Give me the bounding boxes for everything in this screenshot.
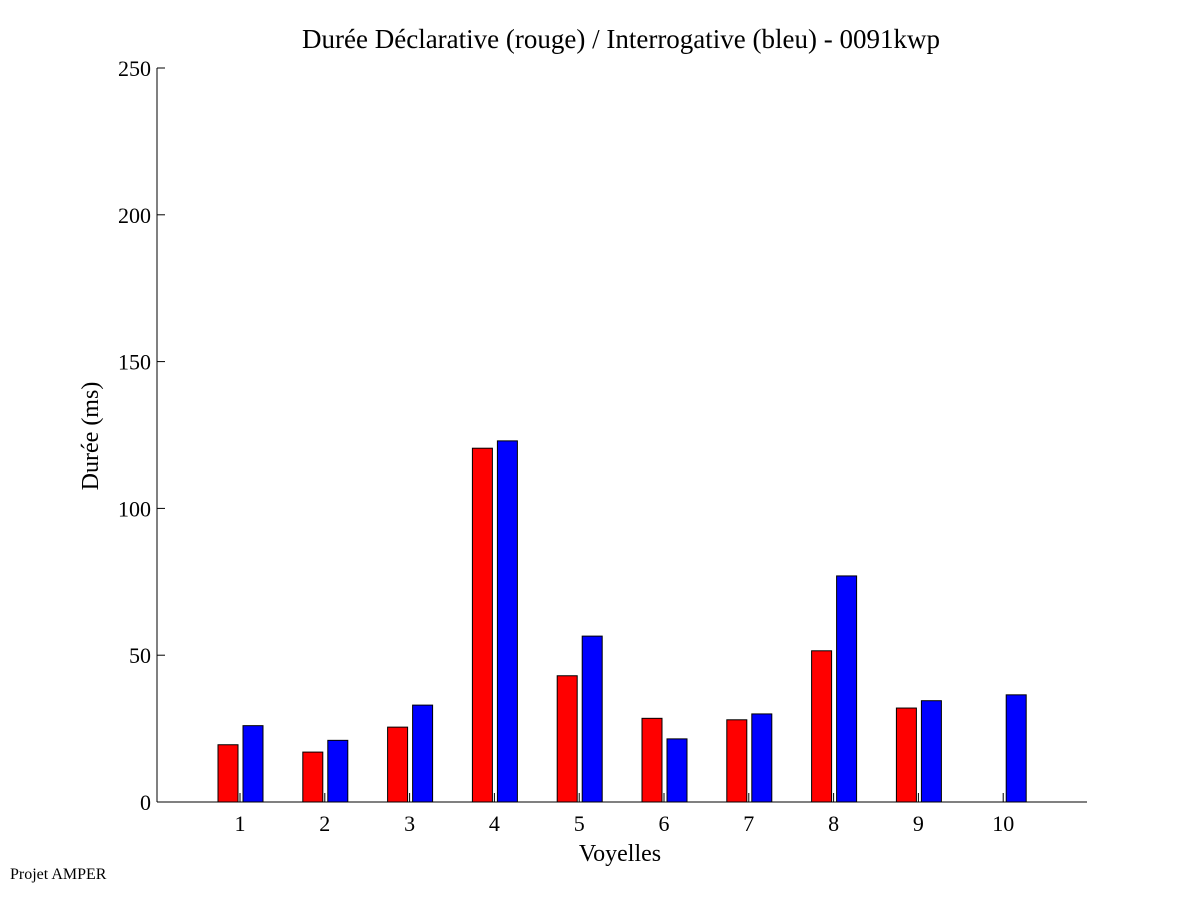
y-tick-label: 150 (118, 350, 151, 375)
tick-labels: 0 50 100 150 200 250 1 2 3 4 5 6 7 8 9 10 (118, 56, 1014, 836)
bar-interrogative-7 (751, 713, 773, 803)
bar-declarative-2 (302, 751, 324, 803)
axes (156, 67, 1087, 803)
bar-declarative-9 (895, 707, 917, 803)
bar-interrogative-10 (1005, 694, 1027, 803)
bar-declarative-1 (217, 744, 239, 803)
y-tick-label: 250 (118, 56, 151, 81)
bar-interrogative-8 (836, 575, 858, 803)
bar-declarative-7 (726, 719, 748, 803)
y-tick-label: 50 (129, 643, 151, 668)
y-axis-title: Durée (ms) (78, 382, 104, 491)
bar-interrogative-4 (496, 440, 518, 803)
footer-credit: Projet AMPER (10, 866, 107, 883)
bar-interrogative-1 (242, 725, 264, 803)
bar-declarative-4 (471, 447, 493, 803)
x-tick-label: 7 (743, 811, 754, 836)
bar-declarative-5 (556, 675, 578, 803)
bar-interrogative-2 (327, 739, 349, 803)
bar-interrogative-6 (666, 738, 688, 803)
bar-interrogative-5 (581, 635, 603, 803)
x-tick-label: 4 (489, 811, 500, 836)
bar-declarative-3 (387, 726, 409, 803)
y-tick-label: 100 (118, 496, 151, 521)
x-tick-label: 8 (828, 811, 839, 836)
x-tick-label: 9 (913, 811, 924, 836)
x-tick-label: 3 (404, 811, 415, 836)
y-tick-label: 0 (140, 790, 151, 815)
x-tick-label: 10 (992, 811, 1014, 836)
chart-title: Durée Déclarative (rouge) / Interrogativ… (302, 24, 940, 54)
x-tick-label: 1 (235, 811, 246, 836)
x-tick-label: 5 (574, 811, 585, 836)
y-tick-label: 200 (118, 203, 151, 228)
x-tick-label: 6 (659, 811, 670, 836)
bar-interrogative-3 (412, 704, 434, 803)
bar-declarative-8 (811, 650, 833, 803)
bar-interrogative-9 (920, 700, 942, 803)
bars (217, 440, 1027, 803)
x-tick-label: 2 (319, 811, 330, 836)
x-axis-title: Voyelles (579, 841, 661, 867)
bar-declarative-6 (641, 717, 663, 803)
